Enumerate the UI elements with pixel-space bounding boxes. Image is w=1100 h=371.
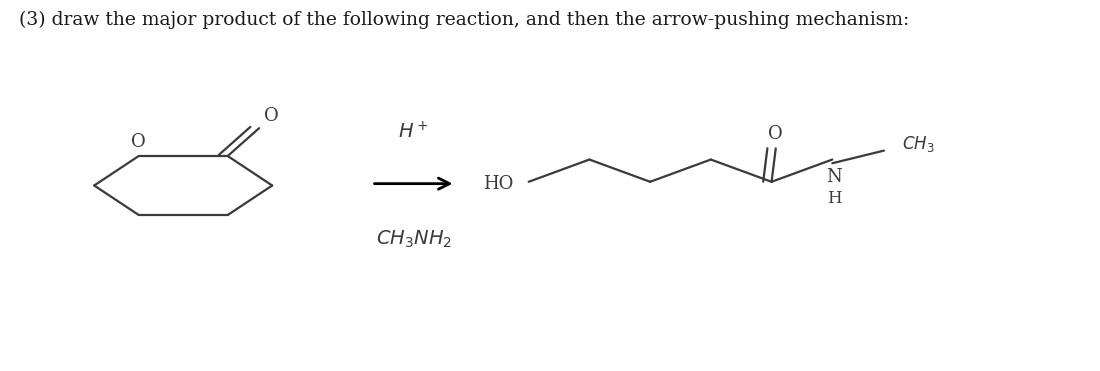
Text: HO: HO	[483, 175, 513, 193]
Text: H: H	[827, 190, 842, 207]
Text: $CH_3NH_2$: $CH_3NH_2$	[375, 229, 451, 250]
Text: $CH_3$: $CH_3$	[902, 134, 935, 154]
Text: N: N	[826, 168, 843, 186]
Text: O: O	[769, 125, 783, 143]
Text: (3) draw the major product of the following reaction, and then the arrow-pushing: (3) draw the major product of the follow…	[19, 11, 909, 29]
Text: O: O	[131, 133, 146, 151]
Text: O: O	[264, 107, 279, 125]
Text: $H^+$: $H^+$	[398, 121, 429, 142]
